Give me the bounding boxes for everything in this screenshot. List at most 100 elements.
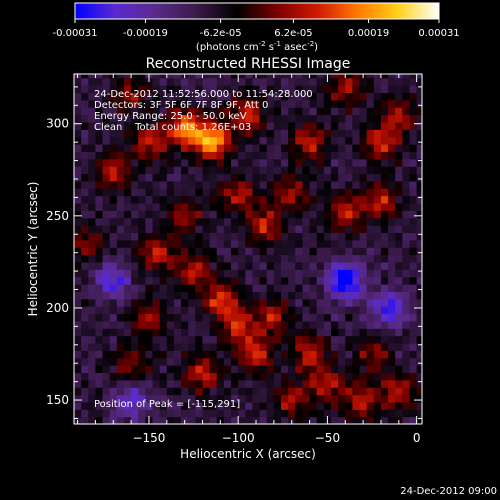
heatmap-cell	[173, 261, 182, 270]
heatmap-cell	[245, 239, 254, 248]
heatmap-cell	[273, 409, 282, 418]
heatmap-cell	[145, 158, 154, 167]
heatmap-cell	[109, 328, 118, 337]
heatmap-cell	[359, 99, 368, 108]
heatmap-cell	[159, 129, 168, 138]
heatmap-cell	[359, 239, 368, 248]
heatmap-cell	[145, 365, 154, 374]
heatmap-cell	[216, 342, 225, 351]
heatmap-cell	[223, 92, 232, 101]
heatmap-cell	[373, 232, 382, 241]
x-axis-label: Heliocentric X (arcsec)	[180, 447, 316, 461]
heatmap-cell	[188, 107, 196, 116]
heatmap-cell	[238, 394, 246, 403]
heatmap-cell	[302, 365, 311, 374]
heatmap-cell	[252, 158, 261, 167]
heatmap-cell	[223, 409, 232, 418]
heatmap-cell	[223, 136, 232, 145]
heatmap-cell	[145, 409, 154, 418]
heatmap-cell	[352, 409, 361, 418]
heatmap-cell	[131, 232, 139, 241]
heatmap-cell	[323, 92, 332, 101]
heatmap-cell	[159, 151, 168, 160]
heatmap-cell	[352, 320, 361, 329]
heatmap-cell	[273, 306, 282, 315]
heatmap-cell	[323, 387, 332, 396]
heatmap-cell	[395, 320, 403, 329]
heatmap-cell	[145, 298, 154, 307]
heatmap-cell	[202, 107, 211, 116]
heatmap-cell	[181, 210, 189, 219]
heatmap-cell	[202, 298, 211, 307]
heatmap-cell	[81, 85, 89, 94]
heatmap-cell	[238, 136, 246, 145]
heatmap-cell	[395, 328, 403, 337]
heatmap-cell	[202, 365, 211, 374]
heatmap-cell	[109, 180, 118, 189]
heatmap-cell	[395, 350, 403, 359]
heatmap-cell	[288, 350, 296, 359]
heatmap-cell	[238, 74, 246, 79]
heatmap-cell	[345, 136, 353, 145]
heatmap-cell	[102, 225, 111, 234]
heatmap-cell	[95, 306, 104, 315]
heatmap-cell	[74, 261, 82, 270]
heatmap-cell	[209, 180, 218, 189]
heatmap-cell	[245, 136, 254, 145]
heatmap-cell	[173, 284, 182, 292]
heatmap-cell	[166, 291, 175, 300]
heatmap-cell	[302, 320, 311, 329]
heatmap-cell	[288, 99, 296, 108]
heatmap-cell	[395, 372, 403, 381]
heatmap-cell	[288, 217, 296, 226]
heatmap-cell	[131, 298, 139, 307]
heatmap-cell	[316, 350, 325, 359]
heatmap-cell	[402, 320, 411, 329]
heatmap-cell	[216, 387, 225, 396]
heatmap-cell	[259, 173, 268, 182]
heatmap-cell	[74, 306, 82, 315]
heatmap-cell	[116, 85, 125, 94]
heatmap-cell	[166, 202, 175, 211]
heatmap-cell	[245, 313, 254, 322]
heatmap-cell	[345, 225, 353, 234]
heatmap-cell	[173, 92, 182, 101]
heatmap-cell	[74, 121, 82, 130]
heatmap-cell	[316, 195, 325, 204]
heatmap-cell	[95, 195, 104, 204]
heatmap-cell	[302, 306, 311, 315]
heatmap-cell	[273, 342, 282, 351]
heatmap-cell	[345, 107, 353, 116]
heatmap-cell	[74, 401, 82, 410]
heatmap-cell	[252, 202, 261, 211]
heatmap-cell	[323, 180, 332, 189]
heatmap-cell	[166, 306, 175, 315]
heatmap-cell	[252, 99, 261, 108]
heatmap-cell	[145, 284, 154, 292]
heatmap-cell	[123, 313, 132, 322]
heatmap-cell	[152, 416, 161, 424]
heatmap-cell	[231, 92, 239, 101]
heatmap-cell	[330, 210, 339, 219]
heatmap-cell	[238, 261, 246, 270]
heatmap-cell	[238, 387, 246, 396]
heatmap-cell	[152, 261, 161, 270]
heatmap-cell	[395, 85, 403, 94]
heatmap-cell	[409, 320, 418, 329]
heatmap-cell	[295, 188, 304, 197]
heatmap-cell	[181, 284, 189, 292]
heatmap-cell	[231, 409, 239, 418]
heatmap-cell	[352, 298, 361, 307]
heatmap-cell	[259, 394, 268, 403]
heatmap-cell	[380, 291, 389, 300]
heatmap-cell	[159, 232, 168, 241]
heatmap-cell	[388, 365, 396, 374]
heatmap-cell	[188, 291, 196, 300]
heatmap-cell	[116, 306, 125, 315]
heatmap-cell	[159, 350, 168, 359]
heatmap-cell	[295, 144, 304, 152]
heatmap-cell	[366, 401, 375, 410]
heatmap-cell	[352, 387, 361, 396]
heatmap-cell	[173, 202, 182, 211]
heatmap-cell	[181, 335, 189, 344]
